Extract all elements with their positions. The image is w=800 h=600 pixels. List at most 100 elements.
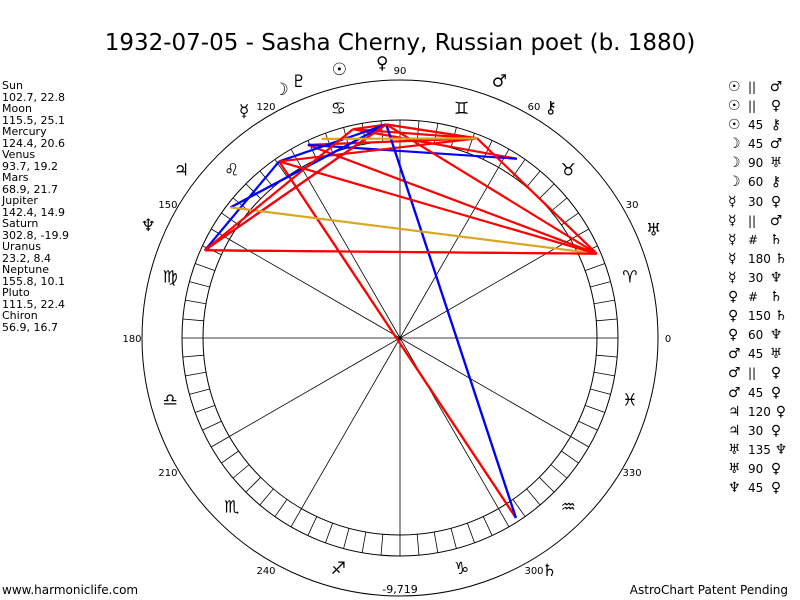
aspect-symbol: 45	[748, 137, 764, 152]
planet-moon-icon: ☽	[274, 80, 289, 100]
degree-tick	[512, 499, 526, 517]
planet-values-chiron: 56.9, 16.7	[2, 320, 58, 334]
aspect-planet-1-icon: ☉	[728, 98, 741, 115]
planet-jupiter-icon: ♃	[174, 161, 189, 181]
aspect-planet-2-icon: ♄	[769, 289, 783, 306]
aspect-line	[278, 160, 517, 519]
aspect-planet-2-icon: ⚷	[770, 117, 782, 134]
degree-tick	[343, 528, 350, 549]
degree-label: 180	[122, 334, 141, 345]
zodiac-aquarius-icon: ♒	[561, 497, 576, 517]
planet-name-uranus: Uranus	[2, 240, 41, 253]
degree-tick	[596, 318, 618, 322]
house-line	[399, 337, 571, 437]
aspect-planet-2-icon: ♅	[769, 155, 783, 172]
aspect-planet-1-icon: ♆	[728, 479, 741, 496]
degree-label: 90	[394, 66, 407, 77]
planet-venus-icon: ♀	[376, 54, 388, 74]
aspect-row: ☉ || ♀	[728, 97, 791, 116]
aspect-planet-2-icon: ♀	[770, 479, 782, 496]
aspect-row: ♀ # ♄	[728, 288, 791, 307]
aspect-planet-2-icon: ♀	[770, 460, 782, 477]
planet-chiron-icon: ⚷	[544, 98, 556, 118]
aspect-planet-1-icon: ♃	[728, 422, 741, 439]
aspect-symbol: 135	[748, 442, 771, 457]
degree-label: 210	[158, 468, 177, 479]
aspect-planet-2-icon: ♂	[769, 136, 783, 153]
aspect-row: ☉ || ♂	[728, 78, 791, 97]
degree-tick	[590, 281, 611, 288]
planet-uranus-icon: ♅	[646, 220, 661, 240]
degree-tick	[221, 450, 239, 464]
degree-tick	[570, 228, 589, 240]
aspect-row: ☿ 30 ♀	[728, 193, 791, 212]
degree-tick	[195, 263, 216, 271]
degree-tick	[195, 405, 216, 413]
aspect-row: ♀ 60 ♆	[728, 326, 791, 345]
aspect-symbol: 45	[748, 118, 764, 133]
aspect-row: ♅ 90 ♀	[728, 460, 791, 479]
degree-tick	[182, 318, 204, 322]
degree-tick	[526, 170, 541, 188]
degree-tick	[539, 477, 555, 493]
planet-neptune-icon: ♆	[141, 216, 156, 236]
aspect-planet-2-icon: ♀	[770, 98, 782, 115]
planet-mercury-icon: ☿	[239, 101, 249, 121]
planet-position-list: Sun 102.7, 22.8 Moon 115.5, 25.1 Mercury 124.…	[2, 80, 69, 333]
aspect-symbol: 150	[748, 309, 771, 324]
aspect-symbol: 30	[748, 423, 764, 438]
degree-tick	[211, 228, 230, 240]
aspect-planet-1-icon: ☽	[728, 136, 741, 153]
planet-values-saturn: 302.8, -19.9	[2, 228, 69, 242]
outer-ring	[141, 79, 659, 597]
degree-tick	[590, 388, 611, 395]
aspect-symbol: 180	[748, 251, 771, 266]
aspect-planet-2-icon: ♆	[769, 327, 783, 344]
planet-glyphs: ☉ ☽ ☿ ♀ ♂ ♃ ♄ ♅ ♆ ♇ ⚷	[141, 54, 662, 581]
planet-name-venus: Venus	[2, 148, 36, 161]
aspect-row: ☿ # ♄	[728, 231, 791, 250]
aspect-row: ♃ 30 ♀	[728, 422, 791, 441]
degree-tick	[259, 170, 274, 188]
degree-tick	[185, 371, 207, 377]
aspect-row: ♅ 135 ♆	[728, 441, 791, 460]
planet-saturn-icon: ♄	[542, 561, 557, 581]
degree-tick	[526, 488, 541, 506]
aspect-line	[278, 123, 387, 163]
planet-values-venus: 93.7, 19.2	[2, 159, 58, 173]
aspect-planet-1-icon: ☽	[728, 174, 741, 191]
aspect-planet-2-icon: ⚷	[770, 174, 782, 191]
aspect-planet-2-icon: ♄	[774, 308, 788, 325]
aspect-symbol: 60	[748, 175, 764, 190]
degree-tick	[550, 197, 568, 212]
zodiac-aries-icon: ♈	[622, 267, 637, 287]
degree-tick	[211, 436, 230, 448]
degree-tick	[290, 149, 302, 168]
planet-name-pluto: Pluto	[2, 286, 30, 299]
degree-tick	[482, 516, 493, 536]
aspect-line	[203, 160, 280, 251]
aspect-symbol: ||	[748, 80, 757, 94]
aspect-symbol: #	[748, 290, 759, 305]
aspect-row: ♀ 150 ♄	[728, 307, 791, 326]
aspect-planet-2-icon: ♄	[769, 231, 783, 248]
aspect-row: ♆ 45 ♀	[728, 479, 791, 498]
aspect-planet-2-icon: ♆	[769, 269, 783, 286]
chart-title: 1932-07-05 - Sasha Cherny, Russian poet …	[104, 30, 696, 56]
aspect-planet-1-icon: ☿	[728, 231, 737, 248]
degree-tick	[550, 464, 568, 479]
planet-name-saturn: Saturn	[2, 217, 39, 230]
aspect-planet-1-icon: ♂	[728, 384, 741, 401]
aspect-row: ♂ || ♀	[728, 364, 791, 383]
degree-label: 120	[256, 102, 275, 113]
planet-name-jupiter: Jupiter	[2, 194, 38, 207]
zodiac-pisces-icon: ♓	[622, 391, 637, 411]
degree-tick	[325, 522, 333, 543]
planet-values-uranus: 23.2, 8.4	[2, 251, 51, 265]
website-link[interactable]: www.harmoniclife.com	[2, 583, 139, 597]
degree-tick	[450, 528, 457, 549]
degree-tick	[596, 354, 618, 358]
degree-tick	[232, 464, 250, 479]
aspect-planet-1-icon: ☿	[728, 269, 737, 286]
